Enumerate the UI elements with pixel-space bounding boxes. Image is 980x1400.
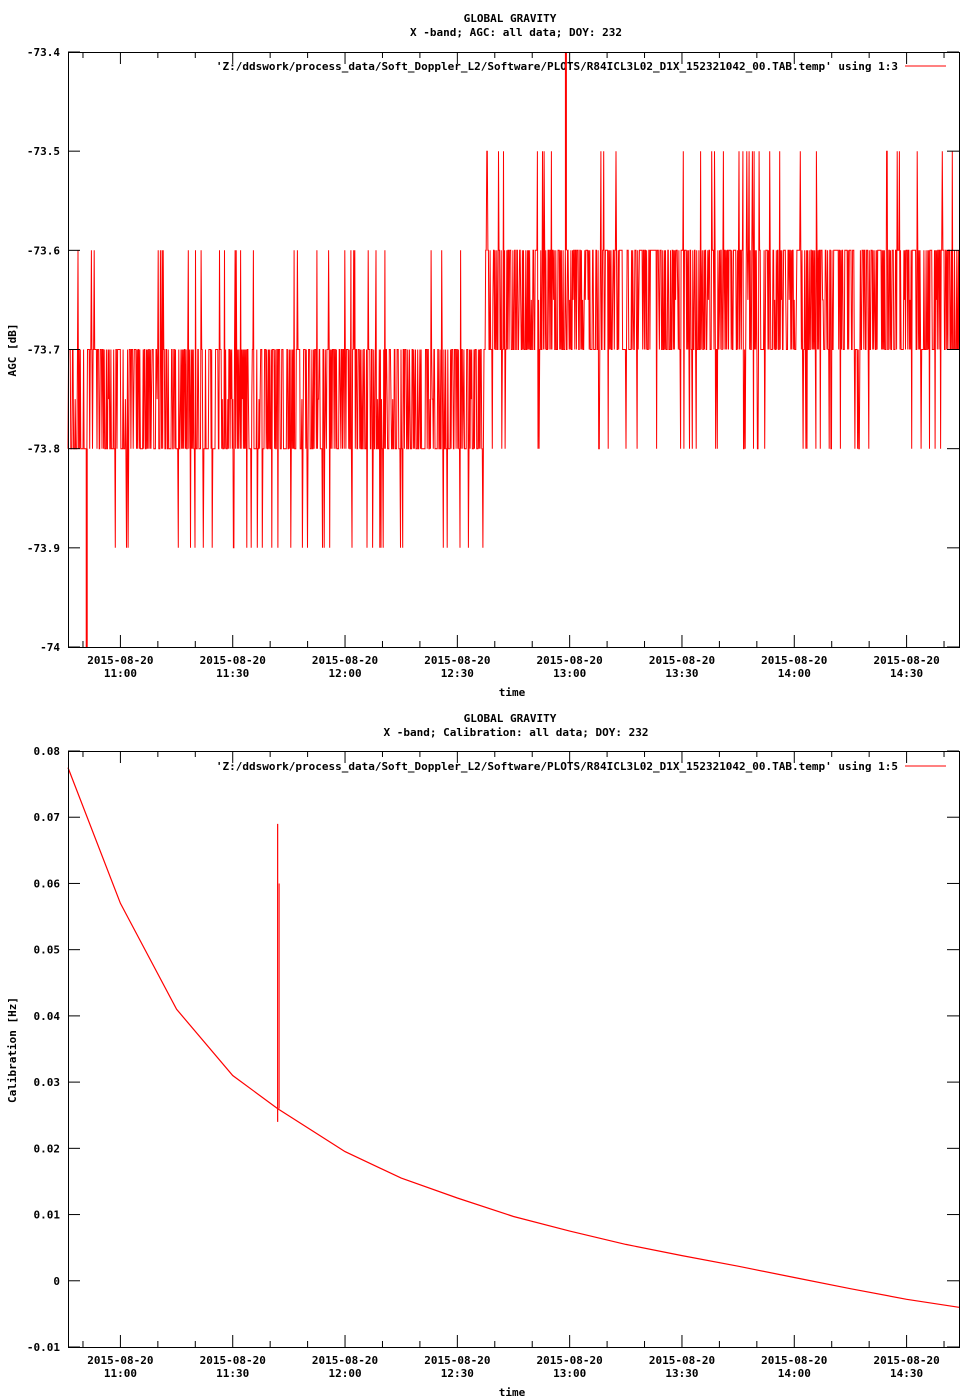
agc-chart: GLOBAL GRAVITY X -band; AGC: all data; D… bbox=[6, 12, 960, 699]
y-tick-label: -73.6 bbox=[27, 244, 60, 257]
agc-series-line bbox=[67, 150, 960, 549]
x-tick-time-label: 14:30 bbox=[890, 1367, 923, 1380]
y-tick-label: 0.06 bbox=[34, 877, 61, 890]
x-tick-date-label: 2015-08-20 bbox=[649, 1354, 715, 1367]
x-tick-time-label: 14:00 bbox=[778, 1367, 811, 1380]
chart-subtitle: X -band; AGC: all data; DOY: 232 bbox=[410, 26, 622, 39]
y-tick-label: 0.02 bbox=[34, 1142, 61, 1155]
x-tick-time-label: 11:30 bbox=[216, 667, 249, 680]
x-tick-time-label: 12:30 bbox=[441, 1367, 474, 1380]
plot-frame bbox=[68, 52, 960, 648]
x-tick-time-label: 14:00 bbox=[778, 667, 811, 680]
x-tick-time-label: 13:30 bbox=[665, 1367, 698, 1380]
agc-series-marks bbox=[67, 52, 960, 647]
x-tick-date-label: 2015-08-20 bbox=[537, 1354, 603, 1367]
y-tick-label: -0.01 bbox=[27, 1341, 60, 1354]
x-tick-date-label: 2015-08-20 bbox=[200, 654, 266, 667]
y-tick-label: -73.7 bbox=[27, 344, 60, 357]
x-tick-time-label: 11:00 bbox=[104, 667, 137, 680]
chart-title: GLOBAL GRAVITY bbox=[464, 712, 557, 725]
legend-label: 'Z:/ddswork/process_data/Soft_Doppler_L2… bbox=[216, 760, 898, 773]
y-tick-label: -74 bbox=[40, 641, 60, 654]
y-tick-label: -73.4 bbox=[27, 46, 60, 59]
x-tick-date-label: 2015-08-20 bbox=[761, 1354, 827, 1367]
x-tick-time-label: 11:00 bbox=[104, 1367, 137, 1380]
x-tick-date-label: 2015-08-20 bbox=[649, 654, 715, 667]
y-tick-label: -73.5 bbox=[27, 145, 60, 158]
legend-label: 'Z:/ddswork/process_data/Soft_Doppler_L2… bbox=[216, 60, 898, 73]
x-tick-date-label: 2015-08-20 bbox=[873, 654, 939, 667]
x-tick-time-label: 13:00 bbox=[553, 667, 586, 680]
agc-axis-ticks: -73.4 -73.5 -73.6 -73.7 -73.8 -73.9 -74 2015-08… bbox=[27, 46, 959, 680]
calibration-chart: GLOBAL GRAVITY X -band; Calibration: all… bbox=[6, 712, 960, 1399]
plot-frame bbox=[68, 751, 960, 1348]
y-tick-label: 0.08 bbox=[34, 745, 61, 758]
x-tick-date-label: 2015-08-20 bbox=[200, 1354, 266, 1367]
y-tick-label: -73.9 bbox=[27, 542, 60, 555]
y-tick-label: 0.04 bbox=[34, 1010, 61, 1023]
y-tick-label: -73.8 bbox=[27, 443, 60, 456]
x-tick-date-label: 2015-08-20 bbox=[87, 1354, 153, 1367]
x-tick-date-label: 2015-08-20 bbox=[761, 654, 827, 667]
y-tick-label: 0 bbox=[53, 1275, 60, 1288]
calibration-axis-ticks: 0.08 0.07 0.06 0.05 0.04 0.03 0.02 0.01 0 -0.01 20… bbox=[27, 745, 959, 1380]
chart-subtitle: X -band; Calibration: all data; DOY: 232 bbox=[384, 726, 649, 739]
x-tick-time-label: 12:00 bbox=[328, 667, 361, 680]
x-tick-date-label: 2015-08-20 bbox=[312, 654, 378, 667]
y-axis-label: AGC [dB] bbox=[6, 324, 19, 377]
y-axis-label: Calibration [Hz] bbox=[6, 997, 19, 1103]
chart-title: GLOBAL GRAVITY bbox=[464, 12, 557, 25]
x-tick-date-label: 2015-08-20 bbox=[312, 1354, 378, 1367]
y-tick-label: 0.05 bbox=[34, 944, 61, 957]
x-tick-time-label: 14:30 bbox=[890, 667, 923, 680]
x-tick-date-label: 2015-08-20 bbox=[424, 654, 490, 667]
calibration-series-line bbox=[67, 767, 960, 1308]
y-tick-label: 0.03 bbox=[34, 1076, 61, 1089]
x-tick-date-label: 2015-08-20 bbox=[873, 1354, 939, 1367]
x-axis-label: time bbox=[499, 686, 526, 699]
x-tick-date-label: 2015-08-20 bbox=[87, 654, 153, 667]
y-tick-label: 0.01 bbox=[34, 1209, 61, 1222]
x-tick-time-label: 13:00 bbox=[553, 1367, 586, 1380]
x-axis-label: time bbox=[499, 1386, 526, 1399]
x-tick-time-label: 11:30 bbox=[216, 1367, 249, 1380]
x-tick-time-label: 12:00 bbox=[328, 1367, 361, 1380]
y-tick-label: 0.07 bbox=[34, 811, 61, 824]
calibration-series-marks bbox=[67, 767, 960, 1308]
x-tick-date-label: 2015-08-20 bbox=[424, 1354, 490, 1367]
x-tick-date-label: 2015-08-20 bbox=[537, 654, 603, 667]
x-tick-time-label: 12:30 bbox=[441, 667, 474, 680]
x-tick-time-label: 13:30 bbox=[665, 667, 698, 680]
